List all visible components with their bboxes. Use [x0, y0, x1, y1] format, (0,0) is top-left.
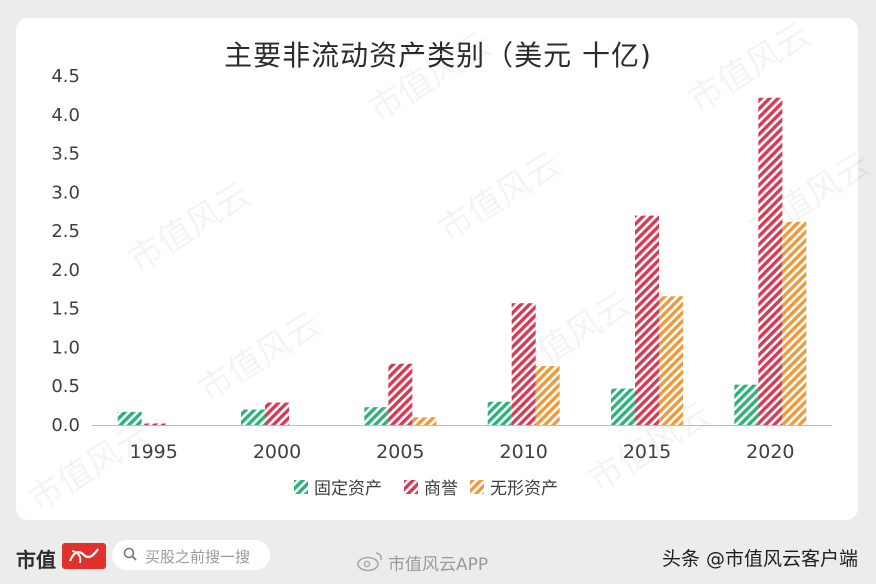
x-tick-label: 2020 [746, 441, 794, 463]
footer-bar: 市值 买股之前搜一搜 市值风云APP 头条 @市值风云客户端 [0, 530, 876, 584]
legend-swatch [294, 480, 308, 494]
bar-2000-series-0 [241, 409, 265, 425]
x-tick-label: 2010 [499, 441, 547, 463]
legend-label: 商誉 [424, 479, 458, 499]
toutiao-account: 头条 @市值风云客户端 [661, 548, 858, 570]
weibo-icon [357, 552, 382, 572]
legend-label: 固定资产 [314, 479, 382, 499]
legend-label: 无形资产 [490, 479, 558, 499]
y-tick-label: 3.0 [51, 182, 80, 203]
bar-2005-series-2 [412, 417, 437, 425]
bar-2015-series-2 [659, 296, 683, 425]
x-axis: 1995 2000 2005 2010 2015 2020 [92, 425, 832, 463]
chart-card [16, 18, 858, 520]
y-tick-label: 1.0 [51, 337, 80, 358]
bar-2015-series-1 [635, 215, 659, 425]
bar-2005-series-0 [364, 407, 389, 425]
bar-2010-series-1 [511, 303, 536, 425]
bar-2005-series-1 [388, 363, 413, 425]
legend: 固定资产 商誉 无形资产 [294, 479, 558, 499]
x-tick-label: 2000 [253, 441, 301, 463]
fengyun-logo-icon [68, 548, 99, 564]
y-axis: 0.0 0.5 1.0 1.5 2.0 2.5 3.0 3.5 4.0 4.5 [51, 66, 80, 436]
bar-1995-series-1 [141, 423, 166, 425]
bar-1995-series-0 [117, 411, 142, 425]
y-tick-label: 3.5 [51, 144, 80, 165]
search-placeholder: 买股之前搜一搜 [145, 548, 251, 566]
bar-2020-series-1 [758, 97, 783, 426]
brand-logo [62, 543, 106, 569]
y-tick-label: 4.0 [51, 105, 80, 126]
legend-swatch [470, 480, 484, 494]
x-tick-label: 1995 [129, 441, 177, 463]
y-tick-label: 2.5 [51, 221, 80, 242]
search-box[interactable]: 买股之前搜一搜 [112, 540, 270, 570]
bar-2015-series-0 [611, 388, 635, 425]
bars [117, 97, 807, 426]
x-tick-label: 2005 [376, 441, 424, 463]
chart-title: 主要非流动资产类别（美元 十亿) [224, 39, 652, 72]
y-tick-label: 4.5 [51, 66, 80, 87]
y-tick-label: 0.0 [51, 415, 80, 436]
bar-2000-series-1 [265, 402, 289, 425]
brand-name: 市值 [16, 548, 56, 572]
bar-2020-series-0 [734, 384, 759, 425]
bar-chart: 0.0 0.5 1.0 1.5 2.0 2.5 3.0 3.5 4.0 4.5 1995 2000 2… [51, 66, 832, 499]
bar-2020-series-2 [782, 221, 807, 425]
search-icon [123, 547, 137, 561]
legend-swatch [404, 480, 418, 494]
bar-2010-series-2 [535, 366, 560, 425]
y-tick-label: 0.5 [51, 376, 80, 397]
weibo-account: 市值风云APP [388, 555, 489, 575]
bar-2010-series-0 [487, 401, 512, 425]
x-tick-label: 2015 [623, 441, 671, 463]
y-tick-label: 2.0 [51, 260, 80, 281]
y-tick-label: 1.5 [51, 299, 80, 320]
